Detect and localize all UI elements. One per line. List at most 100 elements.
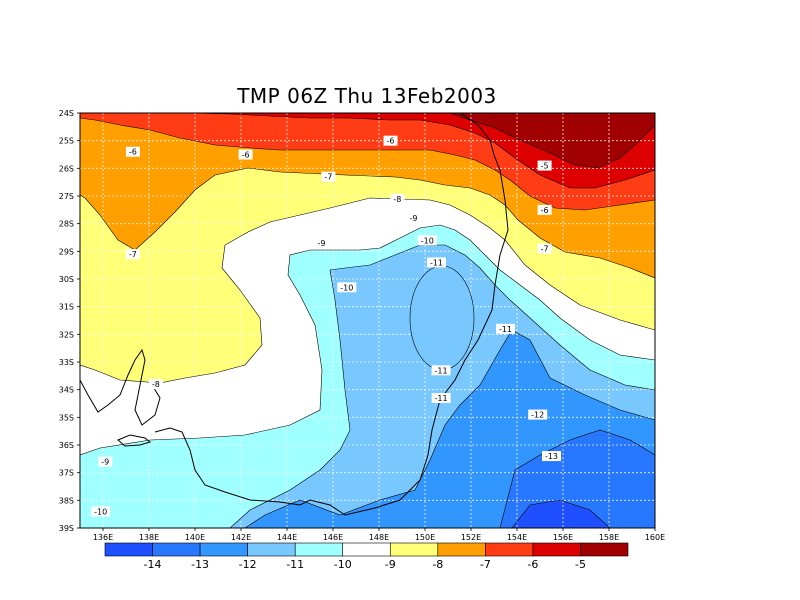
contour-fill-layer: -6 -6 -6 -5 -7 -6 -8 -9 -10 -9 -7 -7 -11 -10 -11 -8 -11 -…	[80, 113, 655, 528]
lon-tick-label-140E: 140E	[185, 533, 205, 542]
colorbar-swatch-6	[389, 542, 439, 557]
colorbar-swatch-7	[437, 542, 486, 557]
plot-frame	[79, 112, 656, 529]
lon-tick-label-160E: 160E	[645, 533, 665, 542]
contour-label-7: -9	[406, 213, 421, 224]
svg-text:-12: -12	[531, 411, 544, 420]
lat-tick-label-24S: 24S	[59, 109, 74, 118]
contour-labels: -6 -6 -6 -5 -7 -6 -8 -9 -10 -9 -7 -7 -11 -10 -11 -8 -11 -…	[91, 135, 561, 517]
contour-label-13: -10	[337, 282, 357, 293]
colorbar-swatch-10	[580, 542, 629, 557]
lat-tick-label-35S: 35S	[59, 413, 74, 422]
contour-label-9: -9	[314, 238, 329, 249]
svg-text:-5: -5	[541, 162, 549, 171]
colorbar-label-3: -11	[286, 558, 304, 571]
svg-text:-11: -11	[435, 366, 448, 375]
lat-tick-label-25S: 25S	[59, 137, 74, 146]
contour-label-18: -12	[528, 409, 548, 420]
contour-label-5: -6	[537, 204, 552, 215]
colorbar-label-0: -14	[144, 558, 162, 571]
lon-tick-label-136E: 136E	[93, 533, 113, 542]
svg-text:-8: -8	[393, 195, 401, 204]
lat-tick-label-26S: 26S	[59, 164, 74, 173]
closed-contour-minus11	[409, 265, 475, 371]
svg-text:-13: -13	[545, 452, 558, 461]
lon-tick-label-148E: 148E	[369, 533, 389, 542]
lat-tick-label-34S: 34S	[59, 386, 74, 395]
colorbar-label-6: -8	[432, 558, 443, 571]
lon-tick-label-152E: 152E	[461, 533, 481, 542]
lat-tick-labels: 24S 25S 26S 27S 28S 29S 30S 31S 32S 33S 34S 35S 36S 3…	[59, 109, 80, 533]
contour-label-16: -11	[431, 365, 451, 376]
svg-text:-7: -7	[129, 250, 137, 259]
contour-label-0: -6	[125, 146, 140, 157]
coastline	[80, 113, 509, 516]
colorbar-swatch-5	[342, 542, 391, 557]
colorbar-label-5: -9	[385, 558, 396, 571]
svg-text:-7: -7	[541, 245, 549, 254]
svg-text:-6: -6	[242, 151, 250, 160]
colorbar-swatch-8	[485, 542, 534, 557]
lon-tick-label-154E: 154E	[507, 533, 527, 542]
lat-tick-label-31S: 31S	[59, 303, 74, 312]
svg-text:-6: -6	[541, 206, 549, 215]
map-gridlines	[80, 113, 655, 528]
svg-text:-6: -6	[387, 137, 395, 146]
colorbar-label-4: -10	[334, 558, 352, 571]
contour-label-19: -13	[542, 451, 561, 462]
lat-tick-label-38S: 38S	[59, 496, 74, 505]
contour-label-6: -8	[390, 193, 405, 204]
lat-tick-label-27S: 27S	[59, 192, 74, 201]
lon-tick-label-150E: 150E	[415, 533, 435, 542]
colorbar-swatch-4	[294, 542, 344, 557]
contour-label-15: -8	[148, 379, 163, 390]
colorbar: -14 -13 -12 -11 -10 -9 -8 -7 -6 -5	[104, 542, 629, 571]
svg-text:-11: -11	[430, 258, 443, 267]
colorbar-swatch-9	[532, 542, 581, 557]
svg-text:-10: -10	[421, 236, 434, 245]
lat-tick-label-29S: 29S	[59, 247, 74, 256]
contour-label-12: -11	[427, 257, 446, 268]
lat-tick-label-39S: 39S	[59, 524, 74, 533]
svg-text:-11: -11	[435, 394, 448, 403]
lat-tick-label-37S: 37S	[59, 469, 74, 478]
lon-tick-label-144E: 144E	[277, 533, 297, 542]
lat-tick-label-30S: 30S	[59, 275, 74, 284]
colorbar-label-2: -12	[239, 558, 257, 571]
svg-text:-6: -6	[129, 148, 137, 157]
svg-text:-10: -10	[94, 507, 107, 516]
map-title: TMP 06Z Thu 13Feb2003	[237, 84, 497, 108]
colorbar-swatch-0	[104, 542, 153, 557]
lon-tick-label-156E: 156E	[553, 533, 573, 542]
contour-label-11: -7	[537, 243, 552, 254]
lon-tick-label-142E: 142E	[231, 533, 251, 542]
contour-lines	[80, 113, 655, 528]
contour-label-2: -6	[383, 135, 398, 146]
colorbar-swatch-2	[199, 542, 248, 557]
colorbar-swatch-3	[247, 542, 296, 557]
lat-tick-label-36S: 36S	[59, 441, 74, 450]
svg-text:-10: -10	[340, 283, 353, 292]
colorbar-label-1: -13	[191, 558, 209, 571]
lon-tick-label-158E: 158E	[599, 533, 619, 542]
svg-text:-9: -9	[318, 239, 326, 248]
contour-label-14: -11	[496, 323, 515, 334]
contour-label-8: -10	[417, 235, 437, 246]
contour-label-10: -7	[125, 249, 140, 260]
band-minus8-to-minus7	[80, 113, 655, 528]
svg-text:-9: -9	[410, 214, 418, 223]
colorbar-label-8: -6	[527, 558, 538, 571]
svg-text:-7: -7	[324, 173, 332, 182]
colorbar-label-9: -5	[575, 558, 586, 571]
svg-text:-8: -8	[152, 380, 160, 389]
contour-label-20: -9	[98, 456, 113, 467]
contour-label-3: -5	[537, 160, 552, 171]
lat-tick-label-28S: 28S	[59, 220, 74, 229]
contour-label-21: -10	[91, 506, 111, 517]
lat-tick-label-33S: 33S	[59, 358, 74, 367]
colorbar-swatch-1	[152, 542, 201, 557]
svg-text:-9: -9	[101, 458, 109, 467]
colorbar-label-7: -7	[480, 558, 491, 571]
svg-text:-11: -11	[499, 325, 512, 334]
